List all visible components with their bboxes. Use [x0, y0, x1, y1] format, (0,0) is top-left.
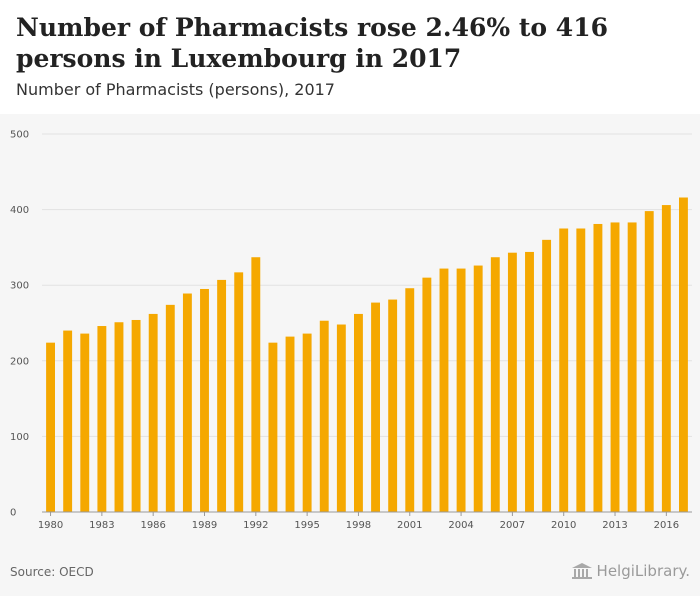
x-tick-label: 1989 — [192, 520, 217, 531]
bar-2006 — [490, 257, 500, 512]
bar-1986 — [148, 313, 158, 512]
x-tick-label: 2010 — [551, 520, 576, 531]
bar-2005 — [473, 265, 483, 512]
bar-1993 — [268, 342, 278, 512]
bar-2014 — [627, 222, 637, 512]
bar-2008 — [525, 251, 534, 512]
y-tick-label: 100 — [10, 432, 29, 443]
bar-1984 — [114, 322, 124, 512]
bar-2001 — [405, 288, 415, 512]
bar-1990 — [217, 279, 227, 512]
bar-2016 — [661, 205, 671, 512]
bar-2011 — [576, 228, 586, 512]
bar-1989 — [200, 288, 209, 512]
bar-1985 — [131, 319, 141, 512]
bar-2012 — [593, 223, 603, 512]
bar-1995 — [302, 333, 312, 512]
plot-area: 0 100 200 300 400 500 1980 1983 1986 1989 1992 1995… — [0, 114, 700, 596]
bar-2003 — [439, 268, 449, 512]
y-tick-label: 0 — [10, 508, 16, 519]
bar-1981 — [63, 330, 73, 512]
chart-header: Number of Pharmacists rose 2.46% to 416 … — [0, 0, 700, 114]
y-tick-label: 400 — [10, 205, 29, 216]
x-tick-label: 2001 — [397, 520, 422, 531]
bar-1994 — [285, 336, 295, 512]
bar-1998 — [354, 313, 363, 512]
chart-title: Number of Pharmacists rose 2.46% to 416 … — [16, 13, 608, 73]
source-note: Source: OECD — [10, 565, 94, 579]
library-building-icon — [571, 563, 592, 579]
x-tick-label: 1995 — [294, 520, 319, 531]
x-tick-label: 1986 — [140, 520, 165, 531]
y-tick-label: 300 — [10, 281, 29, 292]
bar-1988 — [182, 293, 192, 512]
x-tick-label: 2007 — [500, 520, 525, 531]
x-tick-label: 1980 — [38, 520, 63, 531]
x-tick-label: 2013 — [602, 520, 627, 531]
bar-2002 — [422, 277, 432, 512]
bar-2007 — [507, 252, 517, 512]
x-tick-label: 1983 — [89, 520, 114, 531]
bar-2004 — [456, 268, 466, 512]
x-tick-label: 1998 — [346, 520, 371, 531]
x-tick-label: 2004 — [448, 520, 473, 531]
bar-1980 — [46, 342, 55, 512]
bar-chart: 0 100 200 300 400 500 1980 1983 1986 1989 1992 1995… — [10, 130, 692, 531]
logo-text: HelgiLibrary. — [596, 562, 690, 580]
y-tick-label: 200 — [10, 356, 29, 367]
bar-1999 — [371, 302, 380, 512]
bar-1996 — [319, 320, 329, 512]
bar-1982 — [80, 333, 90, 512]
y-tick-label: 500 — [10, 130, 29, 141]
bar-2013 — [610, 222, 620, 512]
bar-2009 — [542, 239, 552, 512]
bar-2017 — [679, 197, 688, 512]
bar-1997 — [336, 324, 346, 512]
helgi-library-logo: HelgiLibrary. — [571, 562, 690, 580]
chart-subtitle: Number of Pharmacists (persons), 2017 — [16, 80, 335, 99]
x-tick-label: 1992 — [243, 520, 268, 531]
bar-2015 — [644, 211, 654, 512]
bar-1992 — [251, 257, 261, 512]
bar-1991 — [234, 272, 244, 512]
x-tick-label: 2016 — [654, 520, 679, 531]
bar-2000 — [388, 299, 398, 512]
bar-2010 — [559, 228, 569, 512]
bar-1983 — [97, 326, 107, 512]
bar-1987 — [165, 304, 175, 512]
